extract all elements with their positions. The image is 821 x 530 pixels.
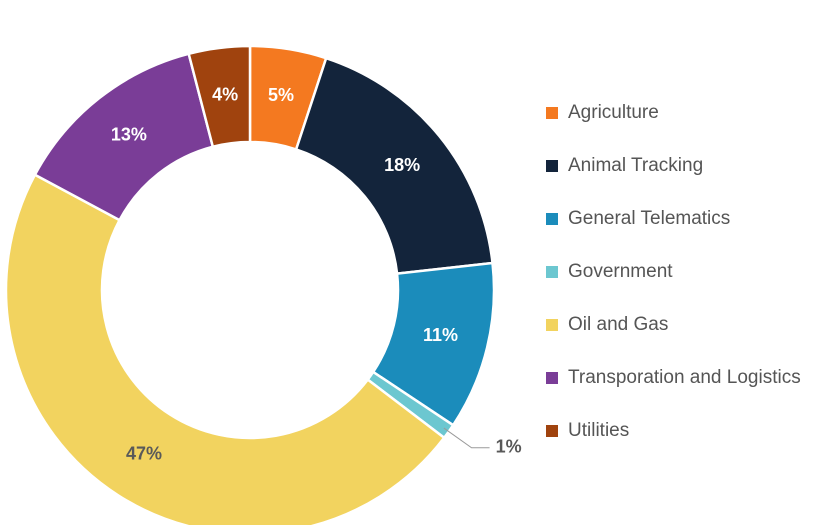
data-label-oil-and-gas: 47% (126, 444, 162, 464)
legend-label: Transporation and Logistics (568, 367, 801, 388)
data-label-agriculture: 5% (268, 85, 294, 105)
legend-item-general-telematics: General Telematics (546, 206, 821, 232)
legend-swatch (546, 160, 558, 172)
legend-item-animal-tracking: Animal Tracking (546, 153, 821, 179)
data-labels: 5% 18% 11% 1% 47% 13% 4% (111, 84, 522, 463)
legend-item-oil-and-gas: Oil and Gas (546, 312, 821, 338)
legend-swatch (546, 213, 558, 225)
slice-animal-tracking (294, 56, 494, 275)
data-label-utilities: 4% (212, 84, 238, 104)
data-label-general-telematics: 11% (423, 325, 458, 345)
legend-item-utilities: Utilities (546, 418, 821, 444)
leader-line-government (443, 427, 490, 449)
legend-label: Utilities (568, 420, 630, 441)
legend-swatch (546, 107, 558, 119)
legend-label: Agriculture (568, 102, 659, 123)
legend-swatch (546, 425, 558, 437)
legend-label: Government (568, 261, 673, 282)
legend-swatch (546, 266, 558, 278)
legend-item-transporation-and-logistics: Transporation and Logistics (546, 365, 821, 391)
donut-slices (4, 44, 496, 530)
legend: Agriculture Animal Tracking General Tele… (546, 100, 821, 471)
leader-lines (443, 427, 490, 449)
legend-swatch (546, 319, 558, 331)
data-label-government: 1% (496, 437, 522, 457)
legend-label: Animal Tracking (568, 155, 704, 176)
legend-item-government: Government (546, 259, 821, 285)
data-label-animal-tracking: 18% (384, 155, 420, 175)
slice-utilities (187, 44, 252, 149)
data-label-transporation-and-logistics: 13% (111, 125, 147, 145)
legend-item-agriculture: Agriculture (546, 100, 821, 126)
legend-label: General Telematics (568, 208, 731, 229)
legend-swatch (546, 372, 558, 384)
slice-oil-and-gas (4, 173, 446, 530)
legend-label: Oil and Gas (568, 314, 669, 335)
